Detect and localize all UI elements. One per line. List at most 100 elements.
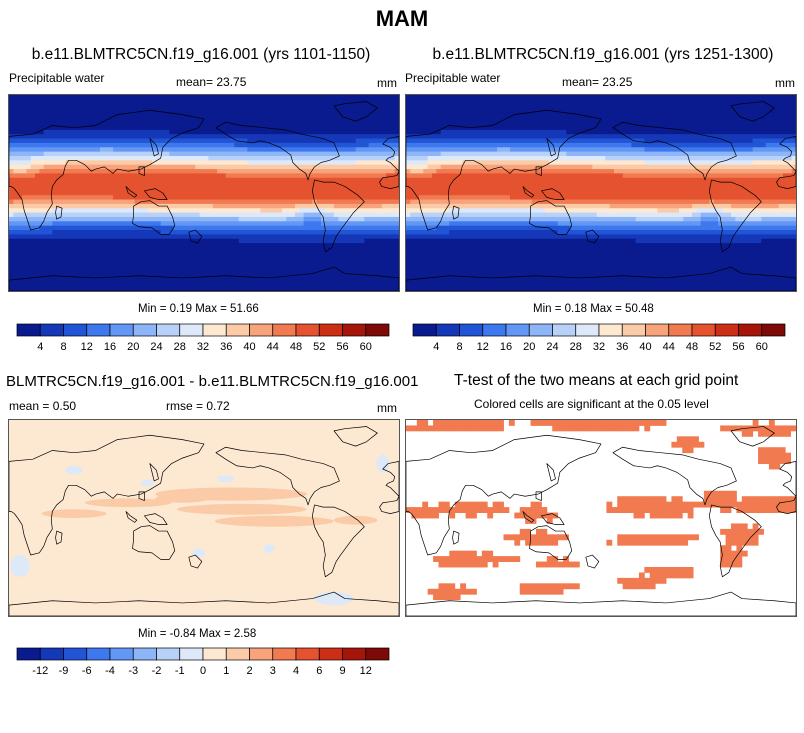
colorbar-tick-label: 16 [104,341,116,353]
colorbar-tick-label: 60 [360,341,372,353]
colorbar-tick-label: 24 [150,341,162,353]
coastlines [9,102,399,291]
mean-label-diff: mean = 0.50 [9,399,77,413]
colorbar-tick-label: 9 [339,665,345,677]
colorbar-tick-label: 4 [433,341,439,353]
colorbar-swatch [318,647,343,661]
colorbar-tick-label: -6 [82,665,92,677]
colorbar-tick-label: 8 [456,341,462,353]
colorbar-swatch [225,323,250,337]
colorbar-tick-label: -1 [175,665,185,677]
colorbar-swatch [39,323,64,337]
colorbar-tick-label: 0 [200,665,206,677]
colorbar-swatch [16,323,41,337]
colorbar-tick-label: 28 [570,341,582,353]
colorbar-swatch [482,323,507,337]
colorbar-swatch [621,323,646,337]
colorbar-tick-label: -9 [59,665,69,677]
mean-label-case2: mean= 23.25 [562,75,633,89]
colorbar-tick-label: -3 [128,665,138,677]
colorbar-swatch [761,323,786,337]
pw-field [9,95,399,291]
colorbar-swatch [272,323,297,337]
units-label-case1: mm [377,76,397,90]
colorbar-tick-label: 1 [223,665,229,677]
colorbar-tick-label: 56 [336,341,348,353]
map-diff [8,419,400,617]
colorbar-tick-label: 48 [686,341,698,353]
colorbar-case1: 4 8 12 16 20 24 28 32 36 40 44 48 52 56 60 [16,323,390,356]
difference-map [9,420,399,616]
colorbar-swatch [528,323,553,337]
colorbar-swatch [86,647,111,661]
precipitable-water-map-case2 [406,95,796,291]
colorbar-tick-label: 40 [243,341,255,353]
colorbar-swatch [365,323,390,337]
colorbar-swatch [365,647,390,661]
colorbar-swatch [86,323,111,337]
rmse-label-diff: rmse = 0.72 [166,399,230,413]
colorbar-swatch [156,647,181,661]
colorbar-swatch [552,323,577,337]
colorbar-swatch [342,647,367,661]
colorbar-swatch [459,323,484,337]
colorbar-swatch [109,647,134,661]
colorbar-swatch [598,323,623,337]
units-label-diff: mm [377,401,397,415]
colorbar-swatch [156,323,181,337]
colorbar-swatch [132,647,157,661]
panel-subtitle-ttest: Colored cells are significant at the 0.0… [474,397,709,411]
colorbar-swatch [272,647,297,661]
mean-label-case1: mean= 23.75 [176,75,247,89]
colorbar-swatch [179,323,204,337]
colorbar-swatch [295,323,320,337]
colorbar-swatch [202,647,227,661]
map-case2 [405,94,797,292]
colorbar-tick-label: 28 [174,341,186,353]
colorbar-case2: 4 8 12 16 20 24 28 32 36 40 44 48 52 56 60 [412,323,786,356]
minmax-label-diff: Min = -0.84 Max = 2.58 [138,628,257,640]
colorbar-tick-label: 48 [290,341,302,353]
panel-title-case2: b.e11.BLMTRC5CN.f19_g16.001 (yrs 1251-13… [432,46,774,63]
colorbar-tick-label: 56 [732,341,744,353]
colorbar-tick-label: 12 [477,341,489,353]
variable-label-case2: Precipitable water [405,71,501,85]
coastlines [9,427,399,616]
colorbar-tick-label: 52 [313,341,325,353]
map-case1 [8,94,400,292]
colorbar-tick-label: 24 [546,341,558,353]
colorbar-swatch [714,323,739,337]
colorbar-swatch [16,647,41,661]
colorbar-swatch [225,647,250,661]
colorbar-tick-label: 2 [246,665,252,677]
colorbar-swatch [295,647,320,661]
coastlines [406,102,796,291]
colorbar-tick-label: 16 [500,341,512,353]
colorbar-diff: -12 -9 -6 -4 -3 -2 -1 0 1 2 3 4 6 9 12 [16,647,390,680]
units-label-case2: mm [775,76,795,90]
minmax-label-case1: Min = 0.19 Max = 51.66 [138,303,259,315]
variable-label-case1: Precipitable water [9,71,105,85]
panel-title-diff: BLMTRC5CN.f19_g16.001 - b.e11.BLMTRC5CN.… [6,373,419,390]
colorbar-tick-label: 44 [663,341,675,353]
minmax-label-case2: Min = 0.18 Max = 50.48 [533,303,654,315]
colorbar-swatch [249,647,274,661]
colorbar-swatch [738,323,763,337]
colorbar-tick-label: 44 [267,341,279,353]
colorbar-swatch [318,323,343,337]
colorbar-tick-label: -2 [152,665,162,677]
colorbar-swatch [39,647,64,661]
colorbar-swatch [668,323,693,337]
colorbar-tick-label: 20 [523,341,535,353]
colorbar-swatch [505,323,530,337]
colorbar-swatch [202,323,227,337]
diff-contours [10,454,390,606]
colorbar-tick-label: 8 [60,341,66,353]
colorbar-swatch [575,323,600,337]
map-ttest [405,419,797,617]
colorbar-tick-label: 36 [616,341,628,353]
colorbar-swatch [435,323,460,337]
pw-field [406,95,796,291]
colorbar-swatch [179,647,204,661]
colorbar-tick-label: 32 [197,341,209,353]
